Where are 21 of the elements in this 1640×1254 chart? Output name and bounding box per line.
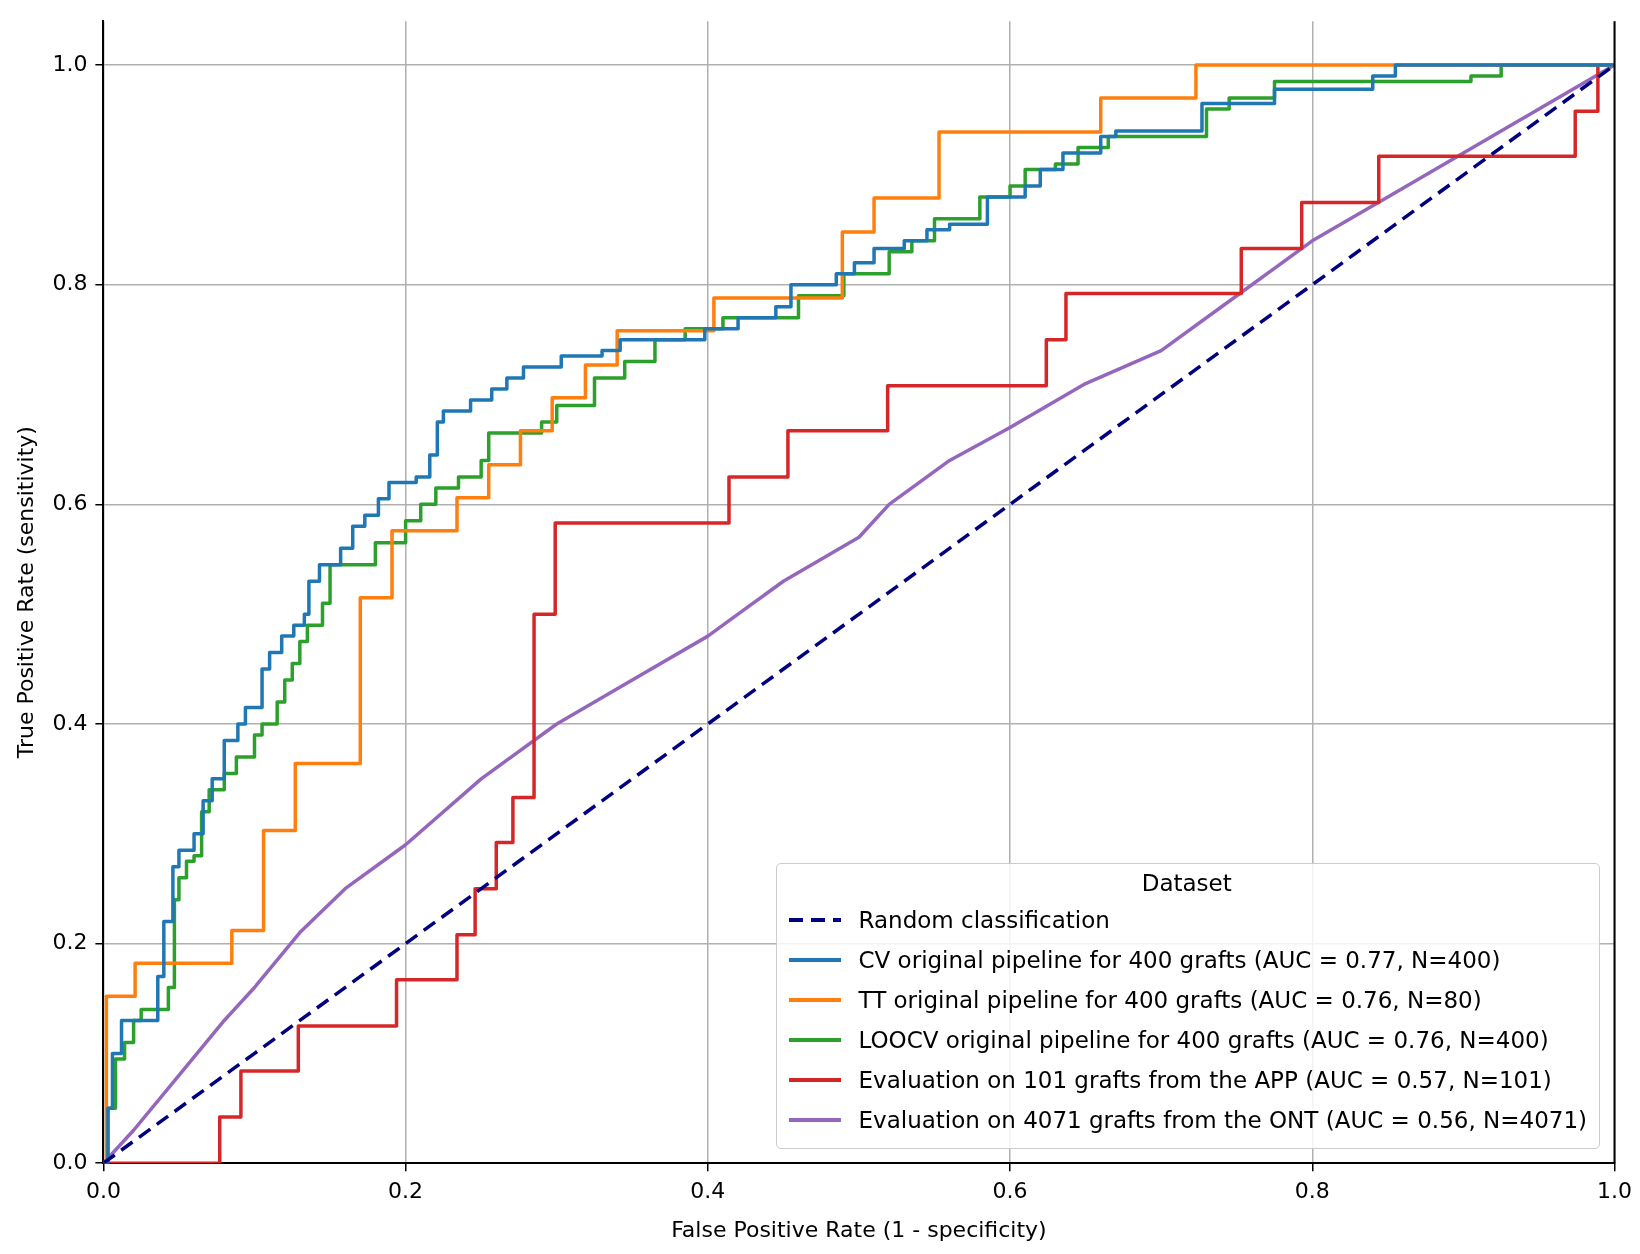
legend-label: CV original pipeline for 400 grafts (AUC = 0.77, N=400) — [858, 947, 1501, 974]
y-tick-label: 1.0 — [52, 50, 88, 76]
y-tick-label: 0.6 — [52, 490, 88, 516]
y-tick-label: 0.4 — [52, 709, 88, 735]
legend-title: Dataset — [1140, 870, 1233, 897]
legend-label: Random classification — [858, 907, 1110, 934]
x-tick-label: 1.0 — [1597, 1178, 1633, 1204]
x-tick-label: 0.0 — [85, 1178, 121, 1204]
legend-label: Evaluation on 101 grafts from the APP (AUC = 0.57, N=101) — [858, 1067, 1552, 1094]
x-tick-label: 0.2 — [388, 1178, 424, 1204]
y-tick-label: 0.8 — [52, 270, 88, 296]
x-axis-title: False Positive Rate (1 - specificity) — [671, 1216, 1047, 1242]
y-tick-label: 0.2 — [52, 929, 88, 955]
legend-label: Evaluation on 4071 grafts from the ONT (AUC = 0.56, N=4071) — [858, 1107, 1587, 1134]
legend-label: TT original pipeline for 400 grafts (AUC = 0.76, N=80) — [858, 987, 1482, 1014]
x-tick-label: 0.8 — [1294, 1178, 1330, 1204]
x-tick-label: 0.4 — [690, 1178, 726, 1204]
legend-label: LOOCV original pipeline for 400 grafts (AUC = 0.76, N=400) — [858, 1027, 1549, 1054]
y-axis-title: True Positive Rate (sensitivity) — [12, 426, 38, 760]
y-tick-label: 0.0 — [52, 1148, 88, 1174]
x-tick-label: 0.6 — [992, 1178, 1028, 1204]
